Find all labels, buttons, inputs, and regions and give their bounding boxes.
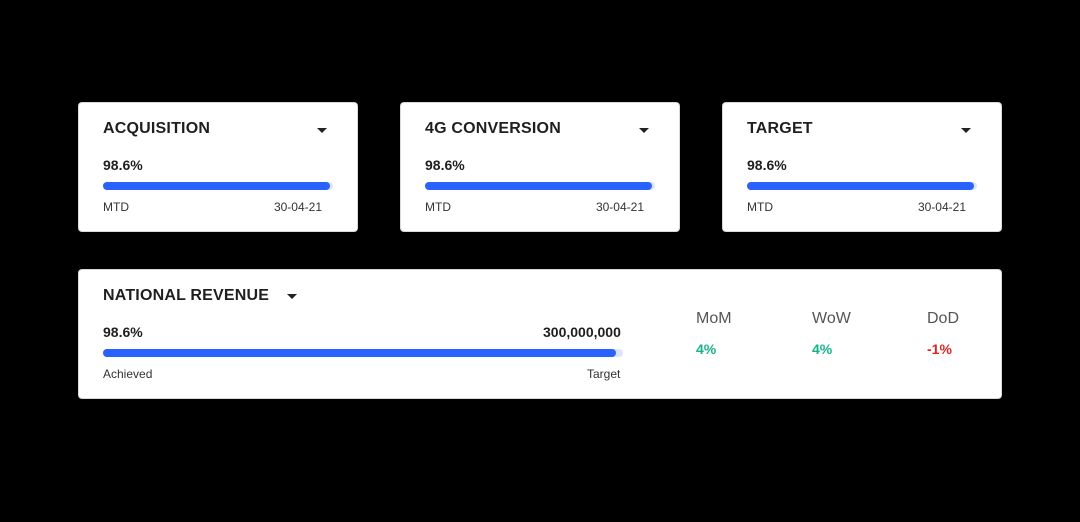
4g-conversion-card: 4G CONVERSION 98.6% MTD 30-04-21 [401,103,679,231]
card-header: ACQUISITION [103,120,210,138]
metric-mom: MoM 4% [696,310,756,357]
target-label: Target [587,367,621,381]
card-header: TARGET [747,120,813,138]
card-title: TARGET [747,120,813,137]
caret-down-icon[interactable] [317,128,327,133]
metric-name: WoW [812,310,851,327]
progress-bar [103,349,623,357]
metric-wow: WoW 4% [812,310,872,357]
national-revenue-card: NATIONAL REVENUE 98.6% 300,000,000 Achie… [79,270,1001,398]
date-label: 30-04-21 [595,200,644,214]
card-title: 4G CONVERSION [425,120,561,137]
progress-percent: 98.6% [425,157,465,173]
period-label: MTD [103,200,129,214]
date-label: 30-04-21 [917,200,966,214]
progress-bar [747,182,977,190]
metric-name: MoM [696,310,732,327]
card-header: 4G CONVERSION [425,120,561,138]
progress-bar [425,182,655,190]
metric-name: DoD [927,310,960,327]
card-title: NATIONAL REVENUE [103,287,270,304]
progress-percent: 98.6% [103,324,143,340]
progress-fill [103,182,330,190]
card-header: NATIONAL REVENUE [103,287,298,305]
card-title: ACQUISITION [103,120,211,137]
progress-fill [747,182,974,190]
progress-fill [103,349,616,357]
period-label: MTD [747,200,773,214]
caret-down-icon[interactable] [287,293,298,299]
target-value: 300,000,000 [543,324,621,340]
date-label: 30-04-21 [273,200,322,214]
metric-value: -1% [927,341,952,357]
progress-bar [103,182,333,190]
progress-percent: 98.6% [747,157,787,173]
progress-percent: 98.6% [103,157,143,173]
metric-value: 4% [812,341,833,357]
metric-value: 4% [696,341,717,357]
achieved-label: Achieved [103,367,153,381]
acquisition-card: ACQUISITION 98.6% MTD 30-04-21 [79,103,357,231]
metric-dod: DoD -1% [927,310,987,357]
caret-down-icon[interactable] [639,128,649,133]
period-label: MTD [425,200,451,214]
progress-fill [425,182,652,190]
caret-down-icon[interactable] [961,128,971,133]
target-card: TARGET 98.6% MTD 30-04-21 [723,103,1001,231]
